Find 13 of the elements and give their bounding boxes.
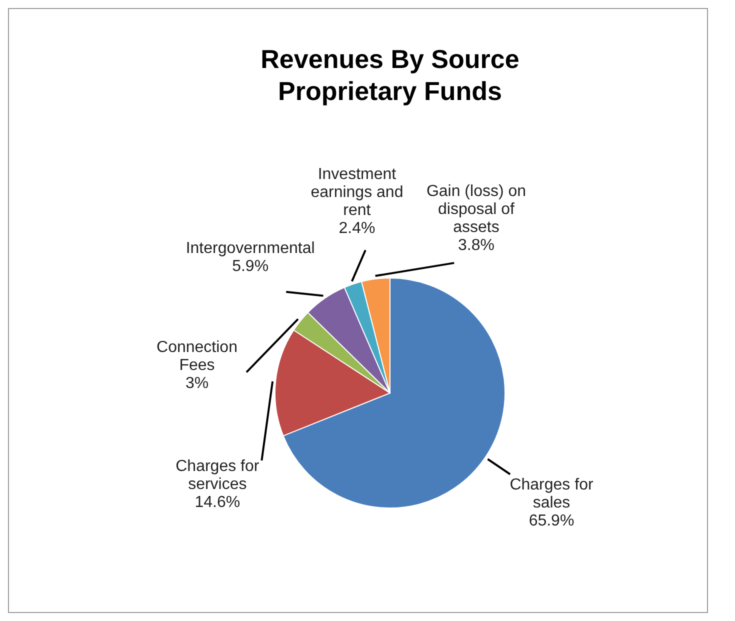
slice-label: Intergovernmental <box>186 240 315 257</box>
data-label: 3% <box>185 375 209 392</box>
slice-label: Charges for services <box>176 458 260 493</box>
data-label: 3.8% <box>458 237 494 254</box>
slice-label: Charges for sales <box>510 476 594 512</box>
data-label: 65.9% <box>528 512 574 530</box>
slice-label: Investment earnings and rent <box>310 166 404 219</box>
chart-title: Revenues By Source Proprietary Funds <box>260 44 520 106</box>
slice-label: Gain (loss) on disposal of assets <box>426 183 526 236</box>
data-label: 14.6% <box>194 494 240 511</box>
data-label: 2.4% <box>338 220 376 237</box>
slice-label: Connection Fees <box>156 339 238 374</box>
data-label: 5.9% <box>232 258 269 275</box>
